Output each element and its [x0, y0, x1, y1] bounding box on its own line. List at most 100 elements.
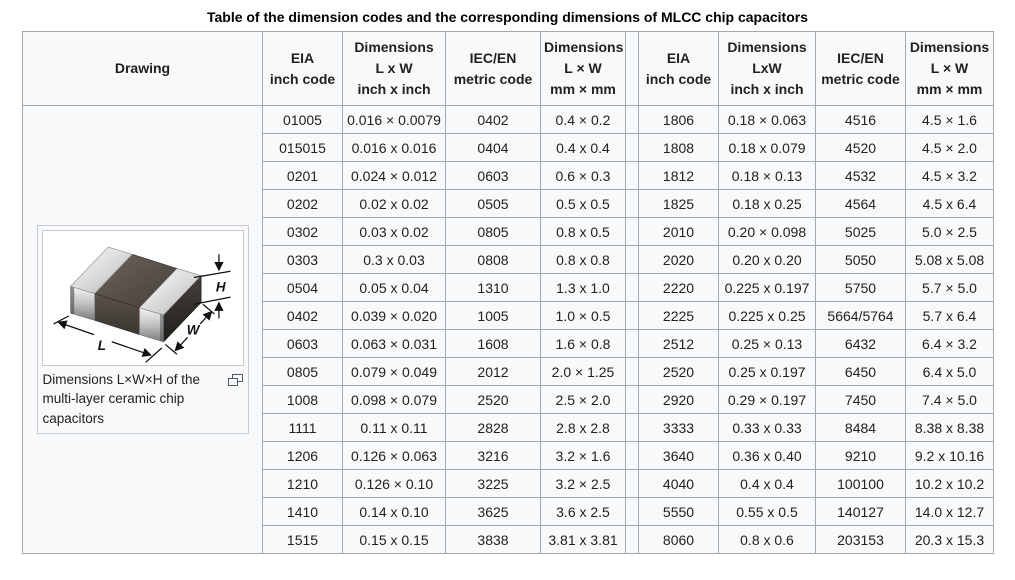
cell-dim-inch-left: 0.05 x 0.04: [342, 273, 446, 302]
capacitor-3d-image[interactable]: L W H: [41, 229, 244, 366]
cell-dim-mm-left: 2.5 × 2.0: [540, 385, 626, 414]
cell-eia-inch-left: 1206: [262, 441, 343, 470]
enlarge-icon[interactable]: [227, 372, 243, 392]
cell-dim-mm-right: 8.38 x 8.38: [905, 413, 994, 442]
cell-dim-mm-right: 4.5 × 3.2: [905, 161, 994, 190]
col-header-iec-right: IEC/EN metric code: [815, 31, 906, 106]
cell-dim-inch-right: 0.18 × 0.063: [718, 105, 816, 134]
cell-eia-inch-left: 0202: [262, 189, 343, 218]
cell-iec-metric-left: 1310: [445, 273, 541, 302]
cell-dim-mm-left: 1.6 × 0.8: [540, 329, 626, 358]
cell-iec-metric-right: 7450: [815, 385, 906, 414]
table-row: 1410 0.14 x 0.10 3625 3.6 x 2.5 5550 0.5…: [23, 497, 994, 526]
table-row: 0504 0.05 x 0.04 1310 1.3 x 1.0 2220 0.2…: [23, 273, 994, 302]
cell-dim-inch-right: 0.20 × 0.098: [718, 217, 816, 246]
spacer-cell: [625, 217, 639, 246]
cell-dim-inch-right: 0.33 x 0.33: [718, 413, 816, 442]
cell-iec-metric-right: 9210: [815, 441, 906, 470]
spacer-cell: [625, 133, 639, 162]
cell-iec-metric-left: 0603: [445, 161, 541, 190]
cell-iec-metric-left: 0805: [445, 217, 541, 246]
cell-iec-metric-right: 203153: [815, 525, 906, 554]
col-header-spacer: [625, 31, 639, 106]
cell-dim-mm-left: 2.8 x 2.8: [540, 413, 626, 442]
spacer-cell: [625, 329, 639, 358]
cell-iec-metric-right: 6432: [815, 329, 906, 358]
cell-dim-mm-right: 20.3 x 15.3: [905, 525, 994, 554]
cell-iec-metric-right: 4532: [815, 161, 906, 190]
capacitor-figure: L W H: [36, 224, 249, 435]
spacer-cell: [625, 273, 639, 302]
cell-eia-inch-left: 01005: [262, 105, 343, 134]
cell-eia-inch-right: 2220: [638, 273, 719, 302]
table-row: L W H: [22, 105, 994, 554]
cell-dim-mm-left: 0.4 x 0.4: [540, 133, 626, 162]
cell-eia-inch-right: 2225: [638, 301, 719, 330]
dimension-label-l: L: [97, 337, 105, 352]
cell-dim-mm-right: 4.5 × 1.6: [905, 105, 994, 134]
cell-dim-inch-right: 0.225 x 0.197: [718, 273, 816, 302]
cell-iec-metric-right: 5664/5764: [815, 301, 906, 330]
table-row: 1008 0.098 × 0.079 2520 2.5 × 2.0 2920 0…: [23, 385, 994, 414]
cell-eia-inch-right: 2512: [638, 329, 719, 358]
col-header-eia-right: EIA inch code: [638, 31, 719, 106]
cell-dim-inch-right: 0.18 × 0.13: [718, 161, 816, 190]
cell-eia-inch-right: 1806: [638, 105, 719, 134]
cell-dim-inch-right: 0.225 x 0.25: [718, 301, 816, 330]
cell-eia-inch-right: 5550: [638, 497, 719, 526]
cell-eia-inch-right: 2520: [638, 357, 719, 386]
cell-eia-inch-left: 0805: [262, 357, 343, 386]
cell-iec-metric-left: 2828: [445, 413, 541, 442]
cell-dim-mm-left: 0.8 x 0.5: [540, 217, 626, 246]
cell-dim-inch-left: 0.02 x 0.02: [342, 189, 446, 218]
cell-dim-inch-right: 0.55 x 0.5: [718, 497, 816, 526]
table-title: Table of the dimension codes and the cor…: [206, 9, 809, 25]
cell-dim-mm-right: 7.4 × 5.0: [905, 385, 994, 414]
cell-dim-mm-right: 5.08 x 5.08: [905, 245, 994, 274]
cell-iec-metric-right: 4520: [815, 133, 906, 162]
spacer-cell: [625, 413, 639, 442]
col-header-dim-inch-right: Dimensions LxW inch x inch: [718, 31, 816, 106]
cell-dim-mm-right: 10.2 x 10.2: [905, 469, 994, 498]
capacitor-drawing: L W H: [52, 246, 231, 363]
cell-iec-metric-right: 140127: [815, 497, 906, 526]
cell-eia-inch-right: 1808: [638, 133, 719, 162]
spacer-cell: [625, 385, 639, 414]
cell-iec-metric-right: 5050: [815, 245, 906, 274]
cell-dim-inch-right: 0.25 x 0.197: [718, 357, 816, 386]
cell-dim-mm-left: 2.0 × 1.25: [540, 357, 626, 386]
table-row: 0302 0.03 x 0.02 0805 0.8 x 0.5 2010 0.2…: [23, 217, 994, 246]
figure-caption-area: Dimensions L×W×H of the multi-layer cera…: [42, 366, 244, 430]
col-header-dim-inch-left: Dimensions L x W inch x inch: [342, 31, 446, 106]
header-row: Drawing EIA inch code Dimensions L x W i…: [22, 31, 994, 106]
cell-dim-mm-left: 1.3 x 1.0: [540, 273, 626, 302]
cell-dim-mm-right: 6.4 × 3.2: [905, 329, 994, 358]
cell-iec-metric-right: 100100: [815, 469, 906, 498]
cell-dim-inch-left: 0.126 × 0.10: [342, 469, 446, 498]
cell-dim-mm-left: 0.6 × 0.3: [540, 161, 626, 190]
spacer-cell: [625, 469, 639, 498]
spacer-cell: [625, 245, 639, 274]
spacer-cell: [625, 301, 639, 330]
cell-dim-inch-right: 0.18 x 0.25: [718, 189, 816, 218]
cell-iec-metric-right: 4564: [815, 189, 906, 218]
cell-eia-inch-left: 0302: [262, 217, 343, 246]
spacer-cell: [625, 441, 639, 470]
col-header-drawing: Drawing: [22, 31, 263, 106]
dimension-label-w: W: [186, 322, 200, 337]
table-row: 0303 0.3 x 0.03 0808 0.8 x 0.8 2020 0.20…: [23, 245, 994, 274]
cell-eia-inch-right: 1812: [638, 161, 719, 190]
dimension-label-h: H: [215, 279, 225, 294]
table-body: L W H: [22, 105, 994, 554]
cell-eia-inch-left: 0402: [262, 301, 343, 330]
cell-dim-mm-right: 4.5 x 6.4: [905, 189, 994, 218]
cell-iec-metric-left: 0402: [445, 105, 541, 134]
drawing-cell: L W H: [22, 105, 263, 554]
cell-dim-mm-left: 0.4 × 0.2: [540, 105, 626, 134]
cell-dim-inch-left: 0.098 × 0.079: [342, 385, 446, 414]
col-header-dim-mm-left: Dimensions L × W mm × mm: [540, 31, 626, 106]
cell-dim-inch-left: 0.079 × 0.049: [342, 357, 446, 386]
cell-iec-metric-right: 4516: [815, 105, 906, 134]
cell-iec-metric-left: 2012: [445, 357, 541, 386]
cell-eia-inch-left: 1410: [262, 497, 343, 526]
